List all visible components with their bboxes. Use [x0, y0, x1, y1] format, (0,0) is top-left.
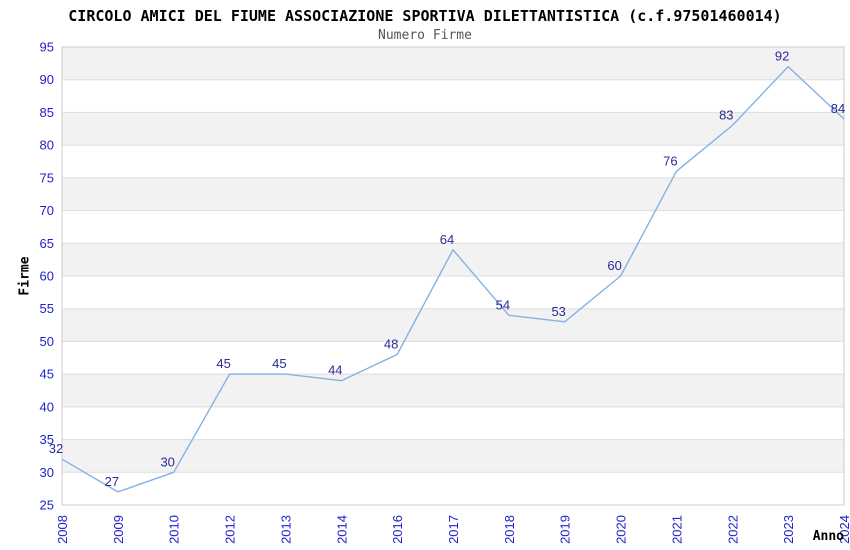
- data-label: 48: [384, 337, 398, 352]
- plot-band: [62, 341, 844, 375]
- x-tick-label: 2008: [55, 515, 70, 544]
- y-tick-label: 85: [40, 105, 54, 120]
- x-tick-label: 2019: [558, 515, 573, 544]
- plot-band: [62, 145, 844, 178]
- plot-band: [62, 177, 844, 211]
- data-label: 45: [272, 356, 286, 371]
- chart-subtitle: Numero Firme: [378, 28, 472, 43]
- data-label: 54: [496, 297, 510, 312]
- data-label: 44: [328, 363, 342, 378]
- data-label: 84: [831, 101, 845, 116]
- y-tick-label: 95: [40, 40, 54, 55]
- plot-band: [62, 210, 844, 244]
- x-tick-label: 2016: [390, 515, 405, 544]
- y-tick-label: 50: [40, 334, 54, 349]
- plot-band: [62, 472, 844, 505]
- plot-band: [62, 79, 844, 113]
- y-tick-label: 60: [40, 269, 54, 284]
- plot-band: [62, 406, 844, 440]
- x-tick-label: 2021: [669, 515, 684, 544]
- y-tick-label: 25: [40, 498, 54, 513]
- data-label: 64: [440, 232, 454, 247]
- plot-band: [62, 47, 844, 80]
- data-label: 92: [775, 49, 789, 64]
- y-tick-label: 35: [40, 432, 54, 447]
- data-label: 83: [719, 108, 733, 123]
- x-tick-label: 2024: [837, 515, 850, 544]
- plot-border: [61, 46, 845, 506]
- y-tick-label: 70: [40, 203, 54, 218]
- x-tick-label: 2022: [725, 515, 740, 544]
- x-tick-label: 2013: [278, 515, 293, 544]
- plot-band: [62, 243, 844, 276]
- plot-band: [62, 439, 844, 473]
- x-tick-label: 2012: [223, 515, 238, 544]
- y-tick-label: 45: [40, 367, 54, 382]
- data-label: 30: [160, 454, 174, 469]
- x-tick-label: 2014: [334, 515, 349, 544]
- data-label: 32: [49, 441, 63, 456]
- x-tick-label: 2023: [781, 515, 796, 544]
- y-tick-label: 75: [40, 170, 54, 185]
- x-axis-title: Anno: [812, 529, 844, 544]
- data-label: 27: [105, 474, 119, 489]
- data-label: 76: [663, 153, 677, 168]
- x-tick-label: 2020: [614, 515, 629, 544]
- x-tick-label: 2009: [111, 515, 126, 544]
- series-line: [61, 65, 845, 493]
- chart-title: CIRCOLO AMICI DEL FIUME ASSOCIAZIONE SPO…: [68, 7, 782, 25]
- y-tick-label: 30: [40, 465, 54, 480]
- data-label: 60: [607, 258, 621, 273]
- x-tick-label: 2017: [446, 515, 461, 544]
- y-tick-label: 80: [40, 138, 54, 153]
- y-tick-label: 90: [40, 72, 54, 87]
- y-tick-label: 55: [40, 301, 54, 316]
- data-label: 45: [216, 356, 230, 371]
- x-tick-label: 2010: [167, 515, 182, 544]
- data-label: 53: [551, 304, 565, 319]
- plot-band: [62, 374, 844, 407]
- plot-band: [62, 276, 844, 309]
- y-tick-label: 65: [40, 236, 54, 251]
- x-tick-label: 2018: [502, 515, 517, 544]
- plot-band: [62, 308, 844, 342]
- plot-band: [62, 112, 844, 146]
- y-tick-label: 40: [40, 399, 54, 414]
